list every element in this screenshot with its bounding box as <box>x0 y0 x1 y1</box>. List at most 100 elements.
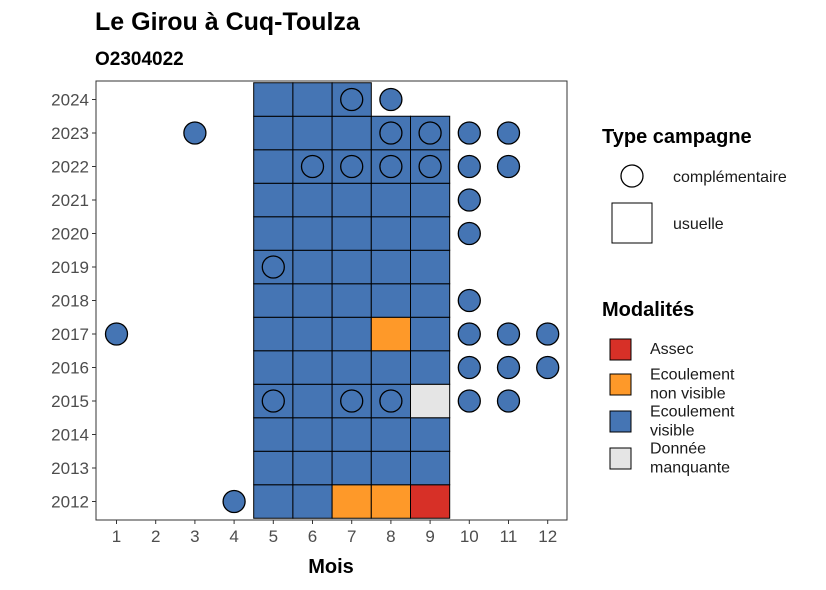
heatmap-cell <box>292 417 333 452</box>
legend-label-line: Ecoulement <box>650 367 735 384</box>
heatmap-cell <box>410 383 451 419</box>
complementary-point <box>222 489 246 514</box>
heatmap-cell <box>331 316 372 352</box>
x-tick-label: 8 <box>386 527 395 546</box>
heatmap-cell <box>331 450 372 486</box>
y-tick-label: 2016 <box>51 359 89 378</box>
legend-square-key <box>611 202 653 244</box>
y-tick-label: 2014 <box>51 426 89 445</box>
legend-color-key <box>609 338 632 361</box>
legend-label-line: visible <box>650 423 695 440</box>
heatmap-cell <box>370 316 411 352</box>
y-tick-label: 2012 <box>51 493 89 512</box>
x-tick-label: 6 <box>308 527 317 546</box>
legend-modalites: Modalités Assec Ecoulement non visibleEcoul… <box>602 299 735 477</box>
x-tick-label: 5 <box>269 527 278 546</box>
legend-label-line: non visible <box>650 386 726 403</box>
complementary-point <box>261 255 285 279</box>
heatmap-cell <box>370 216 411 251</box>
heatmap-cell <box>370 249 411 285</box>
legend-color-key <box>609 447 632 470</box>
complementary-point <box>457 322 481 346</box>
complementary-point <box>379 87 403 112</box>
legend-type-title: Type campagne <box>602 126 752 148</box>
heatmap-cell <box>292 350 333 385</box>
complementary-point <box>457 288 481 313</box>
heatmap-cell <box>331 115 372 151</box>
y-tick-label: 2021 <box>51 191 89 210</box>
legend-type-label: usuelle <box>673 216 724 233</box>
heatmap-cell <box>331 182 372 218</box>
complementary-points <box>104 87 560 514</box>
heatmap-cell <box>410 216 451 251</box>
x-tick-label: 1 <box>112 527 121 546</box>
complementary-point <box>183 121 207 145</box>
heatmap-cell <box>292 249 333 285</box>
complementary-point <box>496 154 521 179</box>
legend-type-campagne: Type campagne complémentaire usuelle <box>602 126 787 244</box>
y-tick-label: 2018 <box>51 292 89 311</box>
complementary-point <box>457 221 481 246</box>
heatmap-cell <box>253 484 294 519</box>
heatmap-cell <box>292 316 333 352</box>
heatmap-cell <box>410 484 451 519</box>
x-tick-label: 10 <box>460 527 479 546</box>
complementary-point <box>379 154 403 179</box>
complementary-point <box>536 355 560 380</box>
heatmap-cell <box>253 350 294 385</box>
heatmap-cell <box>331 249 372 285</box>
complementary-point <box>496 322 521 346</box>
legend-label-line: Assec <box>650 341 694 358</box>
heatmap-cell <box>370 283 411 318</box>
legend-modalite-label: Assec <box>650 341 694 358</box>
y-tick-label: 2019 <box>51 258 89 277</box>
heatmap-cell <box>253 316 294 352</box>
legend-modalite-label: Donnée manquante <box>650 441 730 477</box>
y-axis: 2012 2013 2014 2015 2016 2017 2018 2019 2020 2021… <box>51 91 96 512</box>
x-tick-label: 11 <box>500 527 518 546</box>
complementary-point <box>457 154 481 179</box>
heatmap-cell <box>253 283 294 318</box>
heatmap-cell <box>253 417 294 452</box>
complementary-point <box>340 87 364 112</box>
x-tick-label: 7 <box>347 527 356 546</box>
complementary-point <box>418 154 442 179</box>
heatmap-cell <box>410 350 451 385</box>
heatmap-cell <box>292 216 333 251</box>
heatmap-cell <box>331 484 372 519</box>
complementary-point <box>536 322 560 346</box>
heatmap-cell <box>292 82 333 117</box>
heatmap-cell <box>292 450 333 486</box>
y-tick-label: 2024 <box>51 91 89 110</box>
legend-modalite-label: Ecoulement visible <box>650 404 735 440</box>
legend-type-label: complémentaire <box>673 169 787 186</box>
y-tick-label: 2020 <box>51 225 89 244</box>
complementary-point <box>300 154 325 179</box>
heatmap-cell <box>253 216 294 251</box>
heatmap-cell <box>410 283 451 318</box>
legend-modalite-label: Ecoulement non visible <box>650 367 735 403</box>
chart-title: Le Girou à Cuq-Toulza <box>95 8 361 36</box>
complementary-point <box>457 355 481 380</box>
complementary-point <box>496 121 521 145</box>
heatmap-cell <box>331 350 372 385</box>
heatmap-cell <box>253 450 294 486</box>
heatmap-cell <box>292 115 333 151</box>
y-tick-label: 2023 <box>51 124 89 143</box>
complementary-point <box>379 121 403 145</box>
x-tick-label: 2 <box>151 527 160 546</box>
legend-modalites-title: Modalités <box>602 299 694 321</box>
complementary-point <box>457 188 481 212</box>
x-tick-label: 3 <box>190 527 199 546</box>
heatmap-cell <box>331 216 372 251</box>
heatmap-cell <box>292 484 333 519</box>
complementary-point <box>457 121 481 145</box>
chart-subtitle: O2304022 <box>95 49 184 70</box>
heatmap-cell <box>370 417 411 452</box>
heatmap-cell <box>253 182 294 218</box>
heatmap-cell <box>410 249 451 285</box>
heatmap-cell <box>410 316 451 352</box>
complementary-point <box>340 154 364 179</box>
heatmap-cell <box>253 149 294 184</box>
